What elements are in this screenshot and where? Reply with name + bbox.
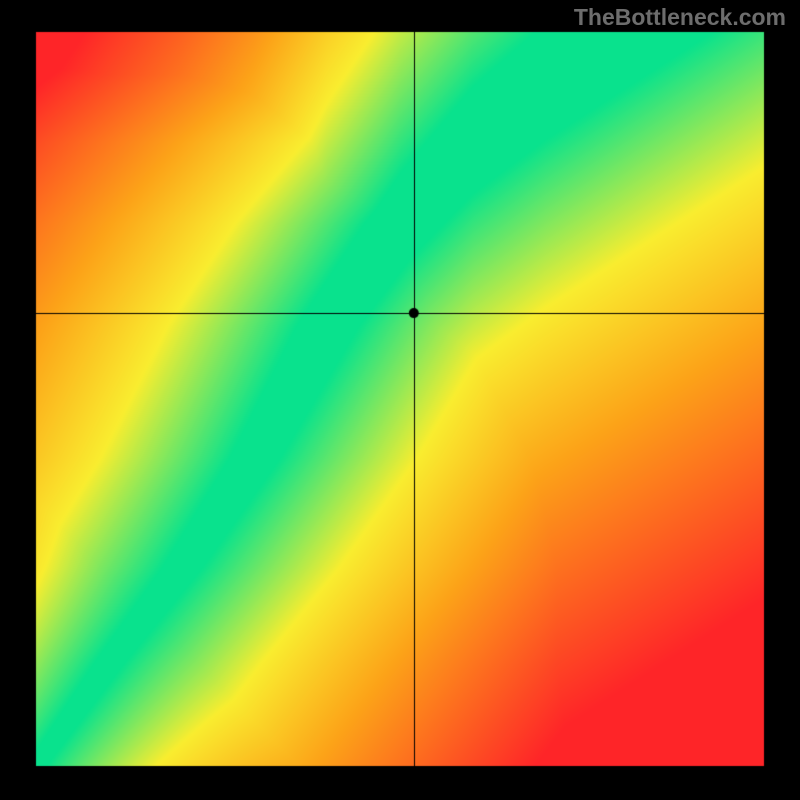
bottleneck-heatmap	[0, 0, 800, 800]
watermark-text: TheBottleneck.com	[574, 4, 786, 31]
